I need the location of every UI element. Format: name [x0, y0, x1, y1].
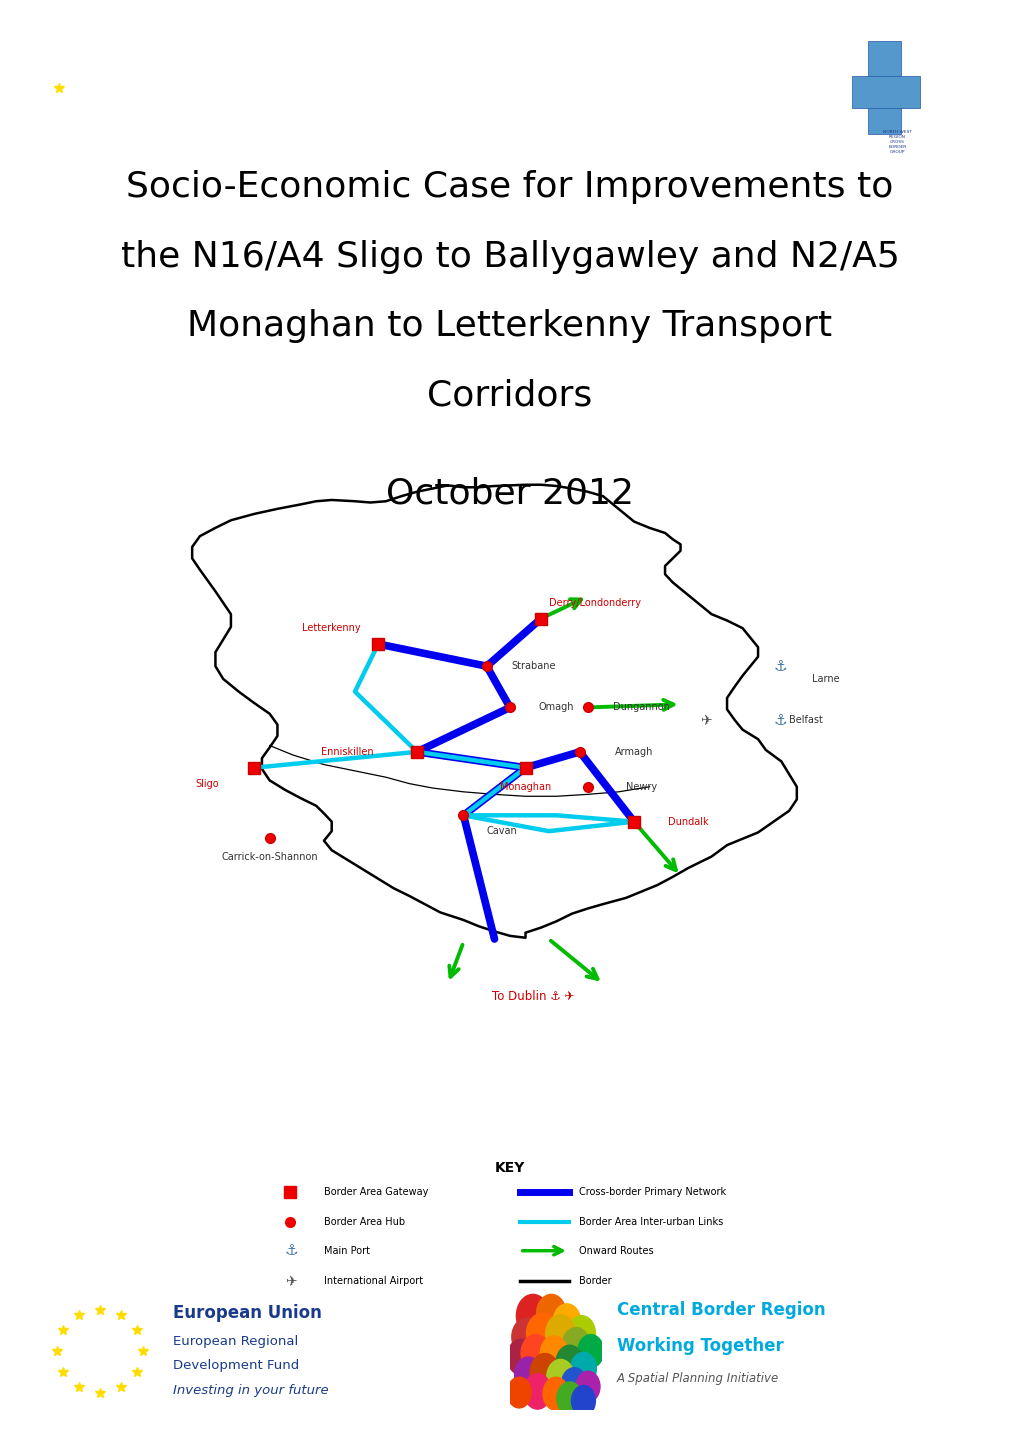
Text: Newry: Newry [626, 782, 656, 792]
Text: Investing in your future: Investing in your future [173, 1384, 329, 1397]
Text: Corridors: Corridors [427, 378, 592, 412]
Circle shape [536, 1295, 566, 1332]
Text: Belfast: Belfast [789, 715, 822, 725]
Text: Socio-Economic Case for Improvements to: Socio-Economic Case for Improvements to [126, 170, 893, 205]
Text: Border: Border [578, 1276, 610, 1286]
Text: Carrick-on-Shannon: Carrick-on-Shannon [221, 852, 318, 861]
Text: Enniskillen: Enniskillen [321, 747, 373, 757]
Circle shape [524, 1374, 551, 1409]
Text: Sligo: Sligo [196, 779, 219, 789]
Circle shape [540, 1335, 568, 1371]
Bar [867, 40, 900, 134]
Text: Derry/Londonderry: Derry/Londonderry [549, 598, 641, 607]
Text: Larne: Larne [811, 673, 839, 684]
Text: Cavan: Cavan [486, 826, 517, 836]
Text: Border Area Inter-urban Links: Border Area Inter-urban Links [578, 1217, 722, 1227]
Text: Border Area Gateway: Border Area Gateway [324, 1187, 428, 1197]
Circle shape [506, 1340, 534, 1374]
Text: Onward Routes: Onward Routes [578, 1246, 652, 1256]
Circle shape [546, 1360, 574, 1394]
Circle shape [570, 1353, 596, 1386]
Circle shape [571, 1386, 595, 1416]
Text: ✈: ✈ [284, 1273, 297, 1288]
Circle shape [526, 1314, 557, 1354]
Text: A Spatial Planning Initiative: A Spatial Planning Initiative [616, 1373, 779, 1386]
Text: Border Area Hub: Border Area Hub [324, 1217, 405, 1227]
Circle shape [545, 1315, 575, 1353]
Circle shape [512, 1318, 541, 1355]
Text: Dundalk: Dundalk [667, 816, 708, 826]
Text: Letterkenny: Letterkenny [302, 623, 361, 633]
Text: European Regional: European Regional [173, 1335, 299, 1348]
Circle shape [568, 1315, 595, 1351]
Text: KEY: KEY [494, 1161, 525, 1175]
Text: Central: Central [87, 59, 112, 65]
Circle shape [542, 1377, 569, 1410]
Text: NORTH WEST
REGION
CROSS
BORDER
GROUP: NORTH WEST REGION CROSS BORDER GROUP [882, 130, 911, 154]
Circle shape [530, 1354, 559, 1392]
Text: ⚓: ⚓ [284, 1243, 299, 1259]
Text: To Dublin ⚓ ✈: To Dublin ⚓ ✈ [491, 989, 574, 1002]
Text: Network: Network [85, 128, 114, 134]
Text: Border: Border [88, 82, 111, 88]
Text: ✈: ✈ [699, 714, 711, 727]
Circle shape [521, 1335, 550, 1373]
Circle shape [561, 1328, 589, 1363]
Text: Area: Area [92, 105, 108, 111]
Text: Omagh: Omagh [538, 702, 574, 712]
Text: October 2012: October 2012 [385, 476, 634, 510]
Text: Strabane: Strabane [511, 662, 555, 671]
Circle shape [578, 1335, 603, 1367]
Text: Working Together: Working Together [616, 1337, 783, 1355]
Text: Armagh: Armagh [614, 747, 652, 757]
Text: Development Fund: Development Fund [173, 1360, 300, 1373]
Text: Dungannon: Dungannon [612, 702, 669, 712]
Text: Cross-border Primary Network: Cross-border Primary Network [578, 1187, 725, 1197]
Circle shape [506, 1377, 531, 1407]
Circle shape [556, 1381, 582, 1415]
Text: the N16/A4 Sligo to Ballygawley and N2/A5: the N16/A4 Sligo to Ballygawley and N2/A… [120, 239, 899, 274]
Circle shape [560, 1367, 587, 1400]
Text: Monaghan: Monaghan [499, 782, 550, 792]
Text: Main Port: Main Port [324, 1246, 370, 1256]
Circle shape [555, 1345, 583, 1381]
Text: Irish: Irish [92, 36, 107, 43]
Circle shape [552, 1304, 580, 1340]
Circle shape [576, 1371, 599, 1402]
Text: Monaghan to Letterkenny Transport: Monaghan to Letterkenny Transport [187, 309, 832, 343]
Bar [851, 76, 919, 108]
Text: International Airport: International Airport [324, 1276, 423, 1286]
Text: ⚓: ⚓ [772, 659, 787, 673]
Text: Central Border Region: Central Border Region [616, 1302, 825, 1319]
Text: European Union: European Union [173, 1304, 322, 1322]
Circle shape [516, 1295, 549, 1337]
Text: ⚓: ⚓ [772, 712, 787, 728]
Circle shape [515, 1357, 542, 1393]
